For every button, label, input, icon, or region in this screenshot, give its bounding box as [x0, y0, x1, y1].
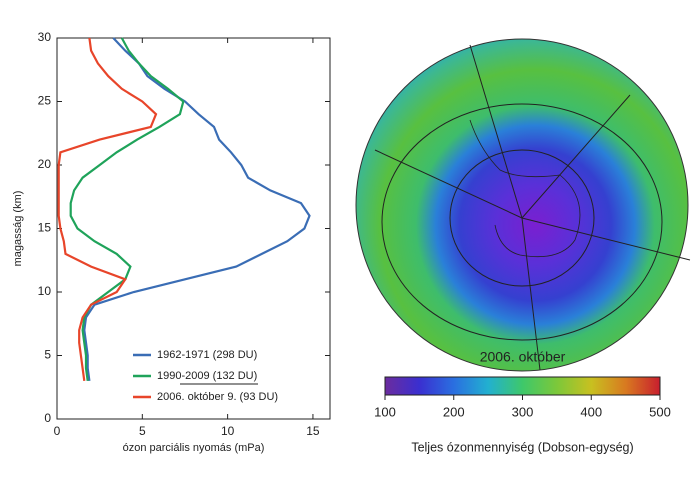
legend-label: 2006. október 9. (93 DU): [157, 391, 278, 403]
data-line: [83, 37, 311, 382]
legend-label: 1962-1971 (298 DU): [157, 349, 257, 361]
plot-frame: [56, 37, 331, 420]
data-line: [57, 37, 158, 382]
colorbar-label: Teljes ózonmennyiség (Dobson-egység): [411, 440, 633, 454]
globe-map: [355, 38, 691, 372]
y-tick-label: 10: [38, 284, 52, 298]
colorbar-tick-label: 400: [580, 404, 602, 419]
y-tick-label: 30: [38, 30, 52, 44]
colorbar-tick-label: 200: [443, 404, 465, 419]
colorbar-tick-label: 100: [374, 404, 396, 419]
x-tick-label: 5: [139, 424, 146, 438]
y-tick-label: 5: [44, 348, 51, 362]
y-tick-label: 0: [44, 411, 51, 425]
x-tick-label: 15: [306, 424, 320, 438]
x-tick-label: 0: [54, 424, 61, 438]
y-tick-label: 20: [38, 157, 52, 171]
y-tick-label: 25: [38, 94, 52, 108]
colorbar: [384, 376, 661, 396]
data-line: [69, 37, 185, 382]
colorbar-title: 2006. október: [480, 349, 566, 365]
legend-label: 1990-2009 (132 DU): [157, 370, 257, 382]
colorbar-tick-label: 500: [649, 404, 671, 419]
y-tick-label: 15: [38, 221, 52, 235]
x-tick-label: 10: [221, 424, 235, 438]
colorbar-tick-label: 300: [512, 404, 534, 419]
y-axis-label: magasság (km): [12, 191, 24, 267]
x-axis-label: ózon parciális nyomás (mPa): [123, 442, 265, 454]
